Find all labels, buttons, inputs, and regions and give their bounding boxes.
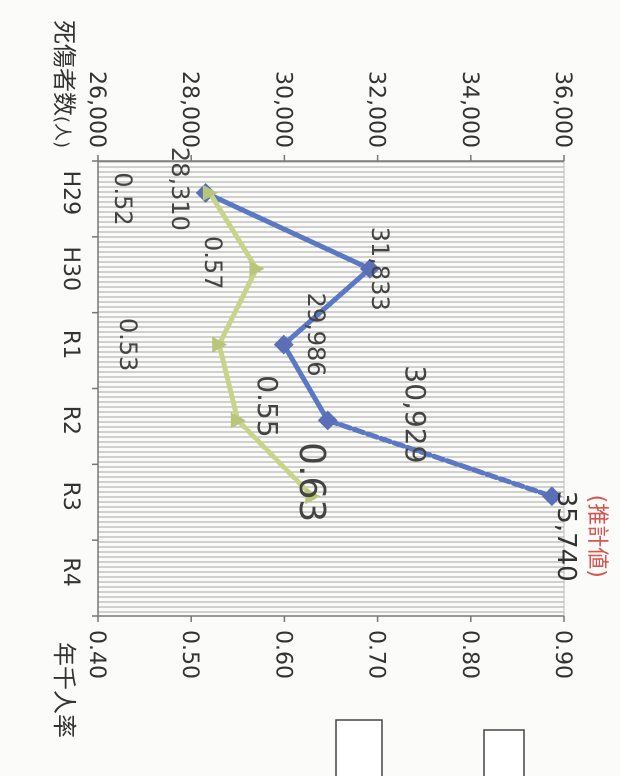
series-marker [317,410,338,431]
data-label: 31,833 [366,227,394,311]
data-label: 0.53 [114,318,142,371]
series-segment-estimated [235,417,315,499]
estimate-note: (推計値) [584,495,609,578]
data-label: 29,986 [302,293,330,377]
left-tick-label: 32,000 [364,71,389,148]
left-tick-label: 26,000 [84,71,109,148]
left-tick-label: 36,000 [550,71,575,148]
left-tick-label: 28,000 [177,71,202,148]
series-marker [305,488,321,505]
x-tick-label: R3 [58,482,83,511]
left-tick-label: 30,000 [270,71,295,148]
series-marker [202,184,218,201]
series-segment [203,190,373,272]
legend-box-1 [335,719,383,776]
data-label: 0.57 [199,236,227,289]
series-marker [359,258,380,279]
x-tick-label: H29 [58,171,83,216]
data-label: 30,929 [399,365,432,463]
x-tick-label: R4 [58,557,83,586]
data-label: 0.55 [251,375,284,437]
series-marker [212,336,228,353]
right-tick-label: 0.90 [550,630,575,679]
series-segment [281,342,331,423]
series-marker [541,486,562,507]
series-segment [216,266,259,348]
x-tick-label: R1 [58,330,83,359]
x-tick-label: R2 [58,406,83,435]
legend-box-2 [483,729,525,776]
right-axis-title: 年千人率 [50,642,78,738]
estimate-value: 35,740 [551,491,581,582]
right-tick-label: 0.70 [364,630,389,679]
right-tick-label: 0.50 [177,630,202,679]
x-tick-label: H30 [58,246,83,291]
series-marker [230,412,246,429]
series-segment [281,266,373,348]
left-axis-title: 死傷者数(人) [50,20,78,148]
series-segment [207,190,259,272]
left-tick-label: 34,000 [457,71,482,148]
series-segment-estimated [325,417,555,499]
right-tick-label: 0.80 [457,630,482,679]
series-segment [216,342,241,423]
series-marker [249,260,265,277]
data-label: 28,310 [166,147,194,231]
data-label: 0.52 [109,172,137,225]
right-tick-label: 0.40 [84,630,109,679]
data-label: 0.63 [291,442,332,522]
right-tick-label: 0.60 [270,630,295,679]
series-marker [273,334,294,355]
